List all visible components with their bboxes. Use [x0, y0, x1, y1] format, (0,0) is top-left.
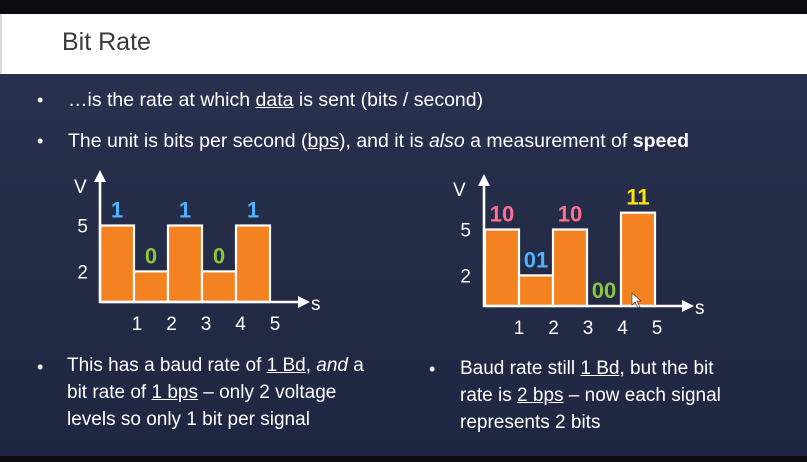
bullet-1-underlined: data — [255, 89, 294, 111]
caption-right-line-2: rate is 2 bps – now each signal — [460, 382, 721, 409]
bit-label: 1 — [179, 198, 191, 223]
bit-label: 0 — [213, 243, 225, 268]
caption-right-baud: 1 Bd — [580, 358, 620, 379]
x-tick-label: 5 — [652, 318, 663, 339]
bullet-2-italic: also — [428, 130, 465, 152]
y-tick-label: 2 — [77, 262, 88, 283]
caption-right-line-1: Baud rate still 1 Bd, but the bit — [460, 355, 721, 382]
y-axis-arrow — [94, 170, 106, 182]
bit-rate-chart-2: 10 01 10 00 11 Vs 5 2 1 2 3 4 5 — [453, 174, 705, 339]
signal-bar — [132, 270, 170, 304]
caption-right-text: – now each signal — [563, 385, 721, 406]
signal-bar — [98, 224, 136, 304]
title-bar — [0, 14, 807, 74]
bit-label: 01 — [524, 247, 548, 272]
bullet-2-text-c: a measurement of — [464, 130, 633, 152]
slide-title: Bit Rate — [62, 28, 151, 56]
caption-left-bitrate: 1 bps — [151, 382, 198, 403]
caption-left-line-3: levels so only 1 bit per signal — [67, 409, 310, 430]
signal-bar — [483, 228, 521, 308]
caption-left-text: This has a baud rate of — [67, 355, 267, 376]
bit-label: 10 — [490, 202, 514, 227]
bullet-1-text-b: is sent (bits / second) — [293, 89, 484, 111]
caption-right-text: rate is — [460, 385, 518, 406]
x-tick-label: 1 — [514, 318, 525, 339]
bullet-2-text-a: The unit is bits per second ( — [68, 130, 308, 152]
top-frame-bar — [0, 0, 807, 14]
caption-left-baud: 1 Bd — [266, 355, 306, 376]
caption-left-text: bit rate of — [67, 382, 152, 403]
signal-bar — [200, 270, 238, 304]
bullet-2: The unit is bits per second (bps), and i… — [68, 130, 689, 153]
caption-left-italic: and — [316, 355, 348, 376]
bottom-frame-bar — [0, 456, 807, 462]
signal-bar — [234, 224, 272, 304]
caption-left: This has a baud rate of 1 Bd, and a bit … — [67, 352, 364, 433]
bullet-1-text-a: …is the rate at which — [68, 89, 256, 111]
x-axis-arrow — [682, 300, 694, 312]
bullet-2-text-b: ), and it is — [339, 130, 429, 152]
signal-bar — [619, 211, 657, 308]
caption-right-text: , but the bit — [619, 358, 714, 379]
bit-label: 00 — [592, 278, 616, 303]
caption-right-bitrate: 2 bps — [517, 385, 564, 406]
x-tick-label: 1 — [132, 314, 143, 335]
bit-label: 0 — [145, 243, 157, 268]
bullet-2-underlined: bps — [307, 130, 339, 152]
bit-label: 11 — [626, 185, 649, 210]
bullet-dot: • — [429, 359, 436, 379]
x-tick-label: 2 — [166, 314, 177, 335]
bullet-dot: • — [37, 90, 44, 110]
bullet-2-bold: speed — [632, 130, 690, 152]
y-tick-label: 5 — [77, 217, 88, 238]
mouse-cursor-icon — [631, 292, 642, 309]
signal-bar — [551, 228, 589, 308]
caption-left-line-1: This has a baud rate of 1 Bd, and a — [67, 352, 364, 379]
bit-label: 10 — [558, 202, 582, 227]
y-tick-label: 2 — [460, 266, 471, 287]
x-axis-arrow — [298, 296, 310, 308]
caption-right-text: Baud rate still — [460, 358, 581, 379]
y-axis-label: V — [74, 177, 87, 198]
x-tick-label: 3 — [201, 314, 212, 335]
caption-left-text: , — [305, 355, 317, 376]
caption-right: Baud rate still 1 Bd, but the bit rate i… — [460, 355, 721, 436]
caption-left-text: a — [347, 355, 364, 376]
bullet-1: …is the rate at which data is sent (bits… — [68, 89, 483, 112]
x-tick-label: 4 — [235, 314, 246, 335]
caption-left-line-2: bit rate of 1 bps – only 2 voltage — [67, 379, 364, 406]
x-tick-label: 4 — [617, 318, 628, 339]
y-tick-label: 5 — [460, 221, 471, 242]
bit-label: 1 — [247, 198, 259, 223]
bullet-dot: • — [37, 357, 44, 377]
y-axis-arrow — [478, 174, 490, 186]
x-tick-label: 3 — [583, 318, 594, 339]
signal-bar — [517, 274, 555, 308]
bullet-dot: • — [37, 131, 44, 151]
caption-left-text: – only 2 voltage — [197, 382, 337, 403]
y-axis-label: V — [453, 180, 466, 201]
x-axis-label: s — [695, 298, 705, 319]
x-tick-label: 2 — [548, 318, 559, 339]
caption-right-line-3: represents 2 bits — [460, 412, 601, 433]
x-tick-label: 5 — [270, 314, 281, 335]
x-axis-label: s — [311, 294, 321, 315]
bit-label: 1 — [111, 198, 123, 223]
signal-bar — [166, 224, 204, 304]
